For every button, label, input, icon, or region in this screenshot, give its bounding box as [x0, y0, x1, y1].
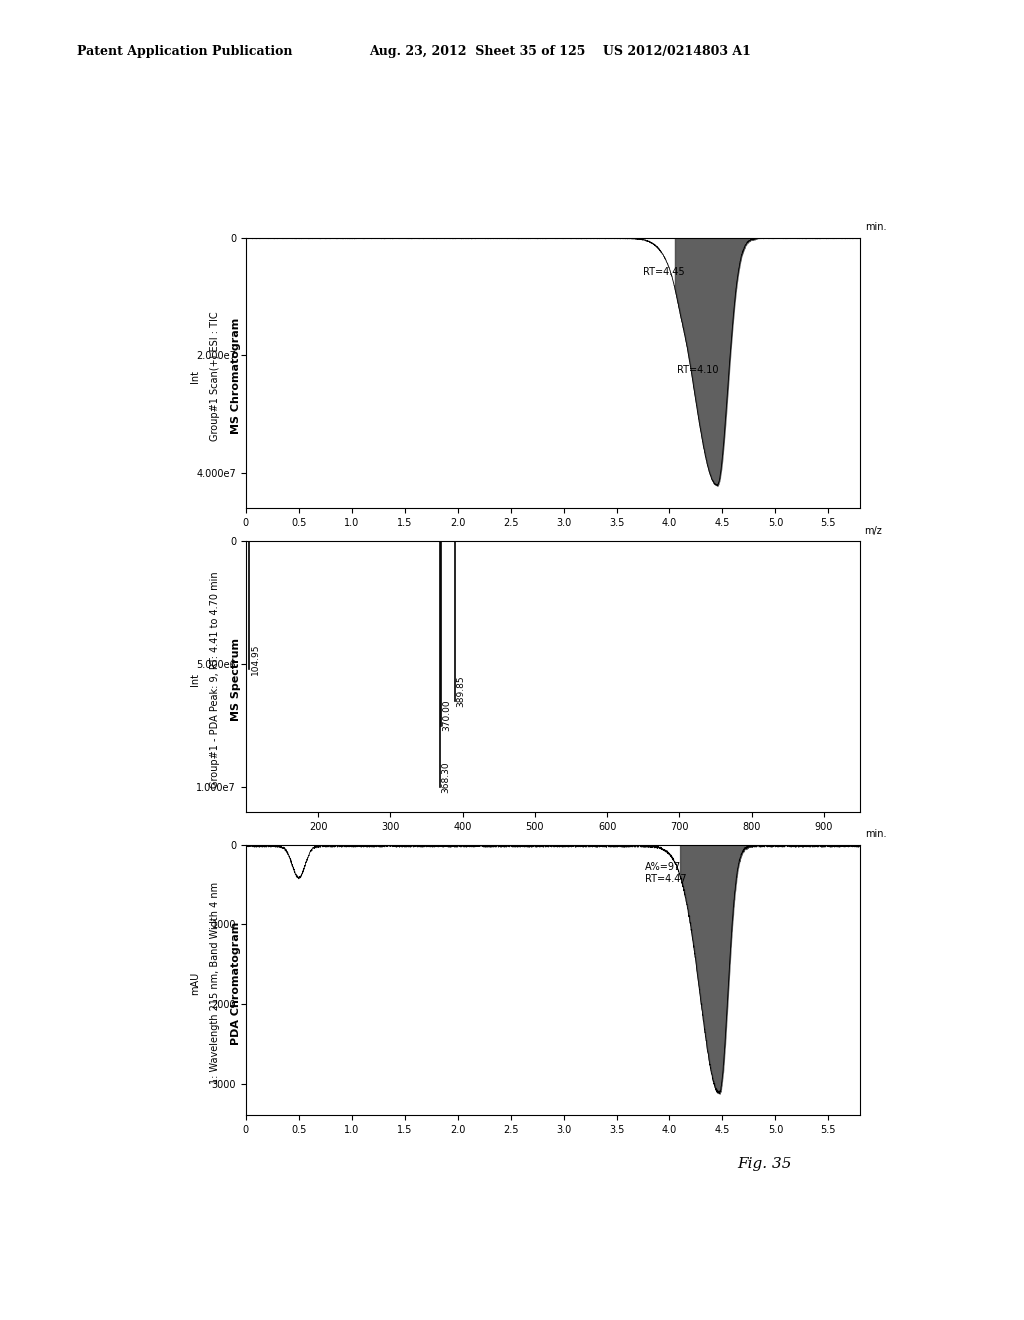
Text: Int: Int — [189, 673, 200, 686]
Text: RT=4.10: RT=4.10 — [677, 366, 719, 375]
Text: RT=4.45: RT=4.45 — [643, 267, 685, 277]
Text: mAU: mAU — [189, 972, 200, 995]
Text: 104.95: 104.95 — [251, 643, 260, 675]
Text: min.: min. — [865, 222, 887, 232]
Text: min.: min. — [865, 829, 887, 840]
Text: Group#1 - PDA Peak: 9, RT: 4.41 to 4.70 min: Group#1 - PDA Peak: 9, RT: 4.41 to 4.70 … — [210, 572, 220, 788]
Text: PDA Chromatogram: PDA Chromatogram — [230, 921, 241, 1045]
Text: 1: Wavelength 215 nm, Band Width 4 nm: 1: Wavelength 215 nm, Band Width 4 nm — [210, 882, 220, 1085]
Text: 389.85: 389.85 — [457, 675, 466, 706]
Text: 368.30: 368.30 — [441, 762, 451, 792]
Text: MS Chromatogram: MS Chromatogram — [230, 318, 241, 434]
Text: MS Spectrum: MS Spectrum — [230, 639, 241, 721]
Text: Group#1 Scan(+) ESI : TIC: Group#1 Scan(+) ESI : TIC — [210, 312, 220, 441]
Text: Int: Int — [189, 370, 200, 383]
Text: Aug. 23, 2012  Sheet 35 of 125    US 2012/0214803 A1: Aug. 23, 2012 Sheet 35 of 125 US 2012/02… — [369, 45, 751, 58]
Text: Patent Application Publication: Patent Application Publication — [77, 45, 292, 58]
Text: 370.00: 370.00 — [442, 700, 452, 731]
Text: Fig. 35: Fig. 35 — [737, 1158, 792, 1171]
Text: m/z: m/z — [864, 525, 882, 536]
Text: A%=97
RT=4.47: A%=97 RT=4.47 — [645, 862, 687, 884]
